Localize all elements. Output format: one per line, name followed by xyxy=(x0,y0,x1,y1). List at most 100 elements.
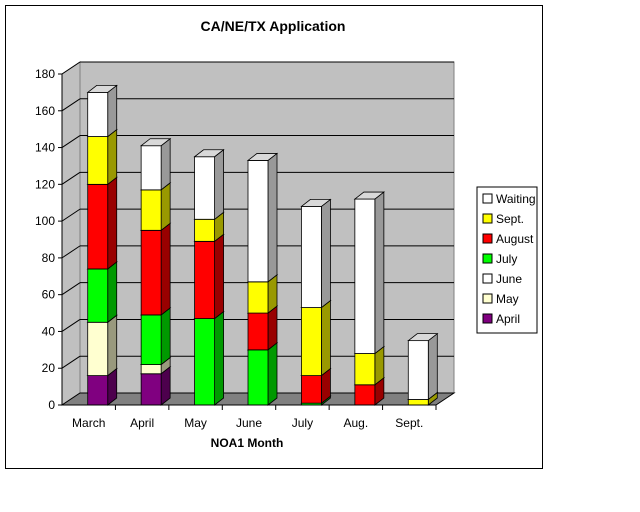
bar-side xyxy=(267,152,278,283)
bar-top xyxy=(407,333,439,342)
bar-segment xyxy=(86,261,118,324)
legend-label: April xyxy=(496,312,520,326)
legend-label: July xyxy=(496,252,517,266)
bar-segment xyxy=(407,332,439,401)
bar-front xyxy=(247,349,269,406)
bar-top xyxy=(193,149,225,158)
bar-side xyxy=(267,342,278,406)
x-tick-label: June xyxy=(236,416,262,430)
gridline-side xyxy=(61,135,81,148)
bar-front xyxy=(140,373,162,406)
bar-segment xyxy=(193,148,225,221)
bar-front xyxy=(140,145,162,191)
x-axis-ticks: March April May June July Aug. Sept. xyxy=(72,405,437,430)
bar-top xyxy=(139,138,172,147)
legend-swatch xyxy=(482,253,493,264)
bar-side xyxy=(107,176,118,270)
bar-segment xyxy=(300,198,332,309)
bar-front xyxy=(140,314,162,365)
legend: Waiting Sept. August July June May April xyxy=(476,186,538,334)
bar-segment xyxy=(246,152,279,283)
bar-top xyxy=(353,191,386,200)
y-tick-label: 140 xyxy=(35,141,55,155)
bar-top xyxy=(300,198,332,207)
bar-front xyxy=(140,189,162,231)
gridline-side xyxy=(61,282,81,296)
legend-swatch xyxy=(482,273,493,284)
y-tick-label: 80 xyxy=(42,251,56,265)
y-tick-label: 20 xyxy=(42,361,56,375)
bar-front xyxy=(354,353,376,386)
x-tick-label: Aug. xyxy=(344,416,369,430)
bar-side xyxy=(374,191,385,355)
legend-swatch xyxy=(482,193,493,204)
x-tick-label: March xyxy=(72,416,105,430)
gridline-side xyxy=(61,208,81,222)
bar-segment xyxy=(139,137,172,191)
bar-front xyxy=(87,91,109,137)
legend-label: June xyxy=(496,272,522,286)
bar-front xyxy=(247,160,269,283)
bar-side xyxy=(107,261,118,324)
bar-side xyxy=(214,148,224,221)
gridline-side xyxy=(61,355,81,369)
legend-swatch xyxy=(482,313,493,324)
side-wall xyxy=(61,61,81,406)
bar-front xyxy=(301,375,322,404)
bar-side xyxy=(160,182,171,232)
bar-segment xyxy=(193,310,225,406)
y-axis-ticks: 0 20 40 60 80 100 120 140 160 180 xyxy=(35,67,436,412)
bar-segment xyxy=(86,176,118,270)
gridline-side xyxy=(61,98,81,112)
bar-side xyxy=(160,222,171,316)
bar-front xyxy=(407,340,429,400)
y-tick-label: 120 xyxy=(35,177,55,191)
bar-front xyxy=(301,205,322,308)
legend-label: May xyxy=(496,292,519,306)
x-tick-label: July xyxy=(292,416,313,430)
bar-side xyxy=(160,307,171,366)
x-tick-label: Sept. xyxy=(395,416,423,430)
bar-front xyxy=(87,321,109,376)
legend-swatch xyxy=(482,213,493,224)
bar-segment xyxy=(86,314,118,377)
bar-side xyxy=(267,305,278,351)
bar-front xyxy=(87,183,109,270)
legend-label: August xyxy=(496,232,534,246)
bar-front xyxy=(140,229,162,316)
bars xyxy=(86,84,439,406)
y-tick-label: 0 xyxy=(48,398,55,412)
y-tick-label: 160 xyxy=(35,104,55,118)
bar-front xyxy=(194,240,215,319)
bar-side xyxy=(321,198,331,309)
x-tick-label: April xyxy=(130,416,154,430)
bar-front xyxy=(87,136,109,185)
bar-front xyxy=(87,375,109,406)
bar-side xyxy=(321,299,331,377)
gridline-side xyxy=(61,319,81,332)
bar-side xyxy=(107,314,118,377)
legend-swatch xyxy=(482,293,493,304)
x-axis-title: NOA1 Month xyxy=(211,436,284,450)
bar-segment xyxy=(246,342,279,406)
bar-side xyxy=(107,128,118,186)
bar-segment xyxy=(193,233,225,320)
legend-label: Sept. xyxy=(496,212,524,226)
bar-front xyxy=(301,307,322,376)
bar-front xyxy=(194,218,215,242)
bar-front xyxy=(407,399,429,406)
bar-side xyxy=(107,84,118,138)
chart-title: CA/NE/TX Application xyxy=(201,18,346,34)
bar-front xyxy=(140,364,162,375)
bar-front xyxy=(354,198,376,354)
bar-front xyxy=(194,156,215,220)
bar-side xyxy=(160,137,171,191)
bar-segment xyxy=(353,191,386,355)
gridline-side xyxy=(61,171,81,185)
y-tick-label: 60 xyxy=(42,288,56,302)
bar-top xyxy=(246,153,279,161)
bar-segment xyxy=(139,307,172,366)
legend-label: Waiting xyxy=(496,192,536,206)
bar-front xyxy=(247,312,269,351)
